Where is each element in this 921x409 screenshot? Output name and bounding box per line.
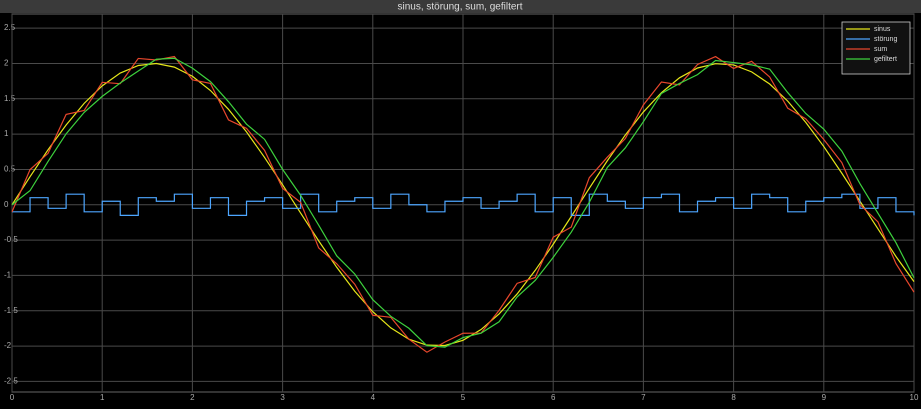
series-line: [11, 57, 915, 348]
x-tick-label: 2: [190, 393, 195, 402]
x-tick-label: 4: [371, 393, 376, 402]
x-tick-label: 6: [551, 393, 556, 402]
x-tick-label: 7: [641, 393, 646, 402]
x-tick-label: 5: [461, 393, 466, 402]
chart-title: sinus, störung, sum, gefiltert: [397, 2, 522, 13]
x-tick-label: 3: [280, 393, 285, 402]
y-tick-label: 2.5: [4, 23, 16, 32]
legend-box: [841, 21, 911, 75]
series-line: [11, 62, 915, 347]
y-tick-label: 0.5: [4, 165, 16, 174]
y-tick-label: -2: [4, 341, 12, 350]
legend-label: sinus: [874, 26, 891, 33]
x-tick-label: 9: [822, 393, 827, 402]
y-tick-label: 0: [4, 200, 9, 209]
y-tick-label: 1: [4, 129, 9, 138]
y-tick-label: 2: [4, 59, 9, 68]
legend-label: gefiltert: [874, 56, 897, 63]
y-tick-label: -1: [4, 271, 12, 280]
x-tick-label: 10: [910, 393, 919, 402]
x-tick-label: 0: [10, 393, 15, 402]
y-tick-label: -2.5: [4, 377, 18, 386]
x-tick-label: 8: [731, 393, 736, 402]
title-bar: [0, 0, 921, 13]
legend-label: störung: [874, 36, 897, 43]
x-tick-label: 1: [100, 393, 105, 402]
y-tick-label: 1.5: [4, 94, 16, 103]
legend-label: sum: [874, 46, 887, 53]
y-tick-label: -1.5: [4, 306, 18, 315]
series-line: [12, 193, 915, 216]
y-tick-label: -0.5: [4, 235, 18, 244]
